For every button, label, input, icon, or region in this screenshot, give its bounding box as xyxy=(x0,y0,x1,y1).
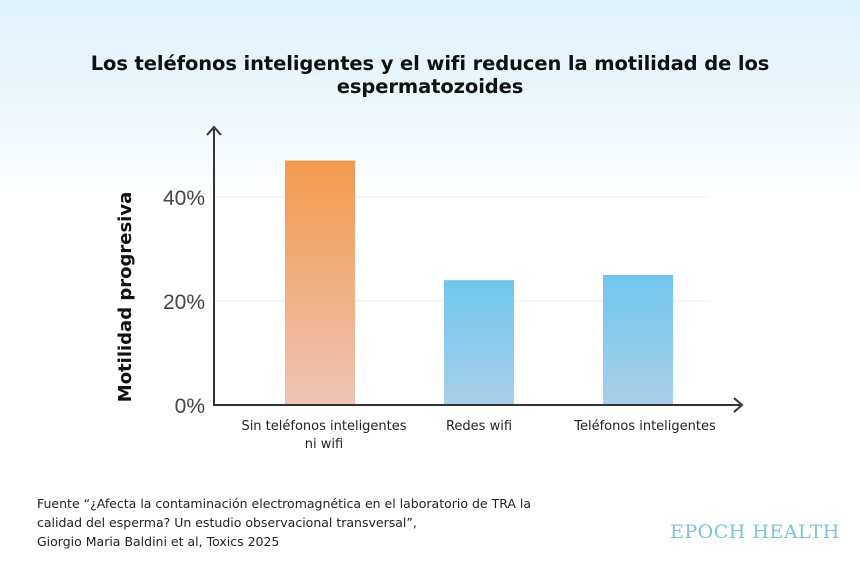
source-line-1: Fuente “¿Afecta la contaminación electro… xyxy=(37,496,532,511)
x-axis-arrow xyxy=(733,397,744,413)
y-tick-label: 40% xyxy=(163,187,205,210)
x-category-label: Redes wifi xyxy=(446,419,512,434)
bar-chart: 0% 20% 40% Sin teléfonos inteligentes ni wif… xyxy=(115,125,744,452)
x-category-label: ni wifi xyxy=(305,437,343,452)
y-tick-label: 20% xyxy=(163,291,205,314)
chart-title: Los teléfonos inteligentes y el wifi red… xyxy=(90,52,770,98)
bar-1 xyxy=(285,160,355,405)
source-line-2: calidad del esperma? Un estudio observac… xyxy=(37,515,417,530)
y-tick-label: 0% xyxy=(175,395,205,418)
brand-logo: EPOCH HEALTH xyxy=(670,521,840,543)
source-line-3: Giorgio Maria Baldini et al, Toxics 2025 xyxy=(37,534,280,549)
y-axis-arrow xyxy=(206,125,222,136)
x-category-label: Sin teléfonos inteligentes xyxy=(241,419,406,434)
bar-2 xyxy=(444,280,514,405)
y-axis-title: Motilidad progresiva xyxy=(115,192,136,402)
x-category-label: Teléfonos inteligentes xyxy=(573,419,716,434)
source-citation: Fuente “¿Afecta la contaminación electro… xyxy=(37,494,557,551)
bar-3 xyxy=(603,275,673,405)
